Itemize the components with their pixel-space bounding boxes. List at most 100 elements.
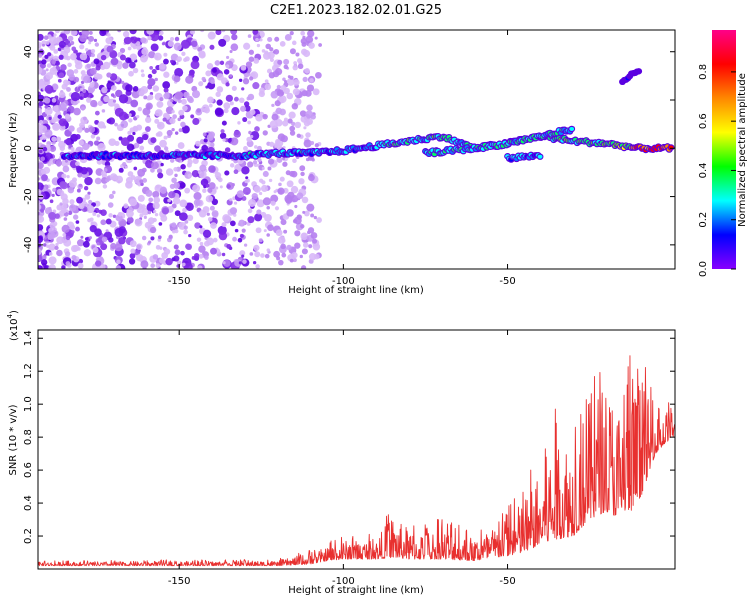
spectrogram-noise [180, 250, 185, 256]
spectrogram-noise [222, 261, 226, 265]
snr-xtick-label: -100 [332, 576, 355, 587]
spectrogram-noise [276, 156, 283, 163]
spectrogram-noise [136, 136, 144, 144]
spectrogram-noise [237, 237, 243, 243]
spectrogram-noise [96, 73, 103, 80]
spectrogram-noise [306, 203, 315, 212]
spectrogram-noise [248, 56, 255, 62]
spectrogram-noise [179, 199, 188, 208]
spectrogram-noise [299, 165, 306, 172]
spectrogram-noise [193, 192, 202, 201]
spectrogram-noise [312, 88, 320, 96]
spectrogram-noise [56, 204, 63, 211]
spectrogram-noise [157, 35, 164, 41]
spectrogram-noise [90, 221, 94, 225]
spectrogram-noise [112, 190, 116, 195]
spectrogram-noise [76, 196, 83, 204]
spectrogram-noise [142, 133, 149, 141]
spectrogram-noise [60, 192, 64, 196]
spectrogram-noise [132, 86, 139, 92]
spectrogram-noise [174, 173, 178, 178]
spectrogram-ytick-label: 0 [23, 145, 34, 151]
snr-series-line [38, 355, 675, 567]
spectrogram-noise [42, 146, 48, 152]
spectrogram-noise [231, 85, 237, 91]
spectrogram-noise [280, 84, 287, 91]
spectrogram-noise [214, 107, 224, 116]
spectrogram-noise [296, 214, 301, 219]
spectrogram-noise [225, 64, 230, 69]
spectrogram-noise [205, 183, 210, 188]
spectrogram-noise [60, 207, 67, 214]
spectrogram-noise [80, 80, 85, 85]
spectrogram-noise [41, 174, 48, 182]
spectrogram-noise [263, 229, 267, 233]
spectrogram-noise [140, 69, 145, 73]
spectrogram-noise [135, 44, 143, 51]
spectrogram-noise [241, 195, 247, 201]
spectrogram-noise [100, 54, 107, 61]
spectrogram-noise [120, 80, 125, 85]
spectrogram-noise [302, 210, 306, 214]
spectrogram-noise [291, 251, 298, 259]
spectrogram-noise [299, 110, 307, 117]
spectrogram-noise [226, 243, 232, 249]
spectrogram-noise [38, 203, 42, 211]
spectrogram-noise [150, 236, 155, 241]
spectrogram-noise [140, 54, 148, 63]
spectrogram-noise [313, 253, 320, 260]
spectrogram-noise [128, 61, 136, 69]
spectrogram-noise [137, 194, 145, 202]
spectrogram-noise [106, 33, 111, 37]
spectrogram-noise [167, 198, 172, 203]
spectrogram-noise [124, 165, 128, 169]
spectrogram-noise [84, 194, 91, 200]
spectrogram-noise [256, 209, 262, 215]
spectrogram-noise [145, 189, 153, 197]
spectrogram-noise [97, 121, 106, 129]
spectrogram-noise [63, 55, 68, 60]
spectrogram-noise [281, 252, 287, 258]
spectrogram-noise [68, 204, 77, 212]
spectrogram-noise [99, 30, 107, 37]
spectrogram-noise [57, 78, 62, 83]
spectrogram-noise [173, 42, 182, 51]
spectrogram-noise [105, 218, 112, 225]
snr-xlabel: Height of straight line (km) [288, 585, 424, 596]
spectrogram-noise [214, 60, 221, 66]
snr-frame [37, 329, 676, 570]
spectrogram-noise [54, 30, 60, 34]
spectrogram-noise [290, 185, 299, 194]
spectrogram-noise [64, 251, 71, 257]
spectrogram-noise [75, 161, 80, 167]
spectrogram-noise [66, 87, 71, 92]
spectrogram-noise [134, 218, 143, 227]
spectrogram-noise [38, 162, 44, 169]
spectrogram-noise [38, 236, 44, 243]
spectrogram-noise [159, 63, 166, 70]
spectrogram-xtick-label: -150 [168, 276, 191, 287]
spectrogram-noise [40, 156, 45, 161]
spectrogram-noise [148, 51, 156, 59]
spectrogram-noise [314, 36, 318, 40]
spectrogram-noise [107, 202, 114, 208]
spectrogram-noise [282, 157, 286, 161]
spectrogram-noise [302, 76, 308, 83]
spectrogram-noise [139, 145, 145, 151]
spectrogram-noise [280, 135, 288, 143]
spectrogram-noise [205, 195, 214, 203]
spectrogram-noise [144, 221, 152, 229]
spectrogram-noise [108, 213, 113, 218]
spectrogram-noise [289, 30, 294, 36]
spectrogram-noise [181, 125, 190, 134]
spectrogram-noise [286, 244, 292, 251]
spectrogram-noise [172, 197, 181, 205]
spectrogram-noise [128, 258, 136, 265]
spectrogram-noise [78, 258, 84, 264]
spectrogram-noise [279, 176, 285, 182]
spectrogram-noise [108, 193, 115, 199]
spectrogram-noise [90, 48, 96, 54]
spectrogram-noise [96, 136, 101, 141]
spectrogram-noise [173, 75, 181, 83]
spectrogram-noise [299, 254, 303, 259]
